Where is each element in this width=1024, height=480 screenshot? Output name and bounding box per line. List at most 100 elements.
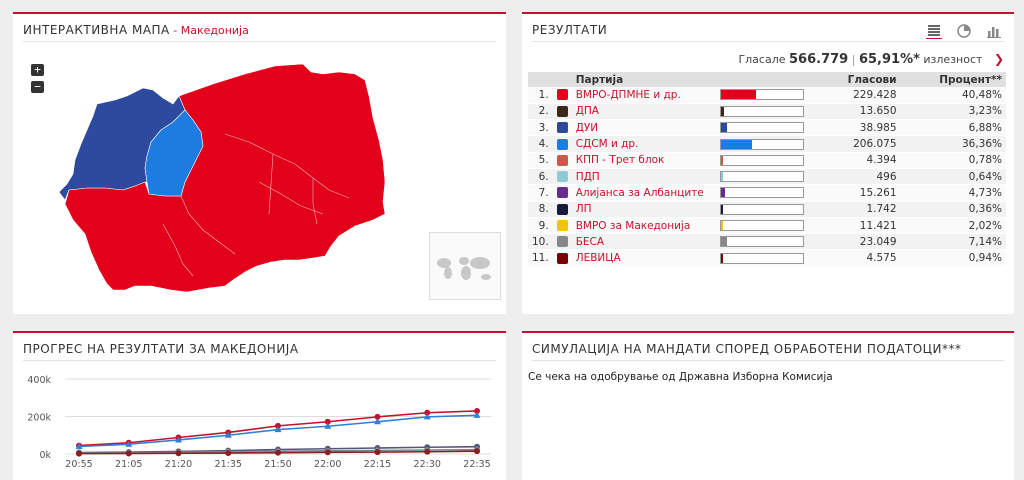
data-point — [374, 413, 381, 420]
x-tick-label: 21:50 — [264, 459, 291, 470]
vote-share-bar — [719, 171, 804, 183]
data-point — [473, 411, 481, 418]
y-tick-label: 0k — [39, 450, 51, 461]
data-point — [374, 418, 381, 425]
row-rank: 5. — [528, 152, 553, 169]
vote-share-bar — [719, 203, 804, 215]
x-tick-label: 21:05 — [115, 459, 142, 470]
progress-panel: ПРОГРЕС НА РЕЗУЛТАТИ ЗА МАКЕДОНИЈА 400k 2… — [13, 331, 506, 480]
data-point — [275, 449, 281, 456]
party-logo-icon — [556, 187, 568, 199]
data-point — [424, 448, 431, 455]
x-tick-label: 22:15 — [364, 459, 391, 470]
table-row[interactable]: 3. ДУИ 38.985 6,88% — [528, 119, 1006, 137]
chevron-down-icon[interactable]: ❯ — [993, 52, 1004, 66]
party-votes: 4.575 — [815, 249, 901, 267]
vote-share-bar — [719, 138, 804, 150]
world-minimap[interactable] — [429, 232, 501, 300]
data-point — [474, 407, 480, 414]
party-percent: 40,48% — [900, 87, 1006, 104]
row-rank: 3. — [528, 119, 553, 137]
party-name[interactable]: Алијанса за Албанците — [571, 184, 716, 202]
table-row[interactable]: 11. ЛЕВИЦА 4.575 0,94% — [528, 249, 1006, 267]
party-percent: 0,94% — [900, 249, 1006, 267]
data-point — [424, 409, 431, 416]
progress-chart[interactable]: 400k 200k 0k 20:55 21:05 21:20 21:35 21:50 22:00… — [13, 363, 506, 480]
data-point — [474, 448, 480, 455]
vote-share-bar — [719, 187, 804, 199]
party-votes: 23.049 — [815, 233, 901, 251]
party-votes: 206.075 — [815, 135, 901, 153]
party-percent: 0,64% — [900, 168, 1006, 186]
table-view-icon[interactable] — [926, 23, 942, 40]
table-row[interactable]: 9. ВМРО за Македонија 11.421 2,02% — [528, 217, 1006, 235]
party-name[interactable]: ВМРО-ДПМНЕ и др. — [571, 87, 716, 104]
party-name[interactable]: КПП - Трет блок — [571, 152, 716, 169]
voted-count: 566.779 — [789, 52, 849, 67]
party-name[interactable]: ДУИ — [571, 119, 716, 137]
x-tick-label: 22:35 — [463, 459, 490, 470]
data-point — [225, 450, 232, 457]
data-point — [324, 449, 331, 456]
data-point — [75, 443, 83, 449]
party-votes: 38.985 — [815, 119, 901, 137]
party-logo-icon — [556, 236, 568, 248]
map-region-light-blue[interactable] — [144, 109, 204, 197]
party-name[interactable]: БЕСА — [571, 233, 716, 251]
table-row[interactable]: 4. СДСМ и др. 206.075 36,36% — [528, 135, 1006, 153]
party-logo-icon — [556, 171, 568, 183]
party-percent: 0,78% — [900, 152, 1006, 169]
table-row[interactable]: 1. ВМРО-ДПМНЕ и др. 229.428 40,48% — [528, 87, 1006, 104]
map-region-dark-blue[interactable] — [58, 87, 186, 201]
party-percent: 6,88% — [900, 119, 1006, 137]
party-votes: 229.428 — [815, 87, 901, 104]
macedonia-map[interactable] — [13, 14, 506, 316]
row-rank: 8. — [528, 201, 553, 218]
zoom-in-button[interactable]: + — [31, 64, 44, 76]
vote-share-bar — [719, 154, 804, 166]
y-tick-label: 200k — [27, 413, 51, 424]
party-logo-icon — [556, 89, 568, 101]
row-rank: 1. — [528, 87, 553, 104]
data-point — [224, 431, 232, 438]
results-table: Партија Гласови Процент** 1. ВМРО-ДПМНЕ и… — [528, 72, 1006, 267]
vote-share-bar — [719, 89, 804, 101]
x-tick-label: 20:55 — [65, 459, 92, 470]
bar-view-icon[interactable] — [986, 23, 1002, 39]
data-point — [175, 450, 182, 457]
results-panel-title: РЕЗУЛТАТИ — [532, 20, 1004, 42]
party-name[interactable]: ПДП — [571, 168, 716, 186]
table-row[interactable]: 8. ЛП 1.742 0,36% — [528, 201, 1006, 218]
table-row[interactable]: 2. ДПА 13.650 3,23% — [528, 103, 1006, 121]
party-votes: 4.394 — [815, 152, 901, 169]
data-point — [76, 450, 82, 457]
table-row[interactable]: 7. Алијанса за Албанците 15.261 4,73% — [528, 184, 1006, 202]
party-name[interactable]: ДПА — [571, 103, 716, 121]
party-percent: 3,23% — [900, 103, 1006, 121]
party-name[interactable]: ЛП — [571, 201, 716, 218]
party-percent: 7,14% — [900, 233, 1006, 251]
data-point — [324, 418, 331, 425]
data-point — [275, 422, 281, 429]
vote-share-bar — [719, 220, 804, 232]
party-name[interactable]: СДСМ и др. — [571, 135, 716, 153]
pie-view-icon[interactable] — [956, 23, 972, 39]
data-point — [324, 422, 332, 429]
table-row[interactable]: 6. ПДП 496 0,64% — [528, 168, 1006, 186]
map-panel-title: ИНТЕРАКТИВНА МАПА - Македонија — [23, 20, 496, 42]
data-point — [374, 449, 381, 456]
x-tick-label: 22:00 — [314, 459, 341, 470]
data-point — [175, 436, 182, 443]
party-logo-icon — [556, 122, 568, 134]
map-subtitle: Македонија — [180, 24, 249, 37]
header-percent: Процент** — [900, 72, 1006, 87]
table-row[interactable]: 5. КПП - Трет блок 4.394 0,78% — [528, 152, 1006, 169]
table-row[interactable]: 10. БЕСА 23.049 7,14% — [528, 233, 1006, 251]
row-rank: 9. — [528, 217, 553, 235]
table-header: Партија Гласови Процент** — [528, 72, 1006, 87]
party-name[interactable]: ЛЕВИЦА — [571, 249, 716, 267]
party-name[interactable]: ВМРО за Македонија — [571, 217, 716, 235]
zoom-out-button[interactable]: − — [31, 81, 44, 93]
party-percent: 4,73% — [900, 184, 1006, 202]
turnout-summary: Гласале 566.779 | 65,91%* излезност ❯ — [738, 52, 1004, 67]
